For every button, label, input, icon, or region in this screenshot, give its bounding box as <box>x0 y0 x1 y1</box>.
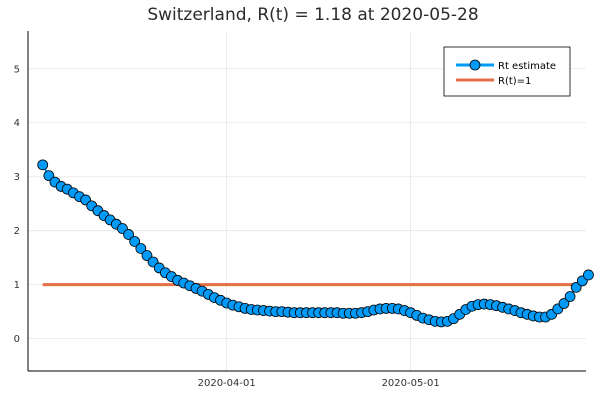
x-tick-label: 2020-05-01 <box>382 378 440 389</box>
chart-title: Switzerland, R(t) = 1.18 at 2020-05-28 <box>147 5 478 25</box>
series-layer <box>37 159 594 328</box>
y-tick-label: 0 <box>14 334 20 345</box>
data-point <box>129 236 141 247</box>
data-point <box>564 291 576 302</box>
legend-ref-label: R(t)=1 <box>498 76 531 87</box>
axes <box>27 31 586 372</box>
data-point <box>583 269 594 281</box>
data-point <box>135 243 147 254</box>
legend-rt-marker <box>469 59 481 71</box>
series-line-rt-estimate <box>41 164 590 323</box>
data-point <box>123 229 134 240</box>
legend-box <box>443 46 571 97</box>
x-tick-label: 2020-04-01 <box>198 378 256 389</box>
data-point <box>558 298 570 309</box>
y-tick-label: 4 <box>14 118 20 129</box>
y-tick-labels: 0 1 2 3 4 5 <box>14 64 20 345</box>
y-tick-label: 3 <box>14 172 20 183</box>
legend: Rt estimate R(t)=1 <box>443 46 571 97</box>
legend-rt-label: Rt estimate <box>498 61 556 72</box>
y-tick-label: 2 <box>14 226 20 237</box>
y-tick-label: 1 <box>14 280 20 291</box>
data-point <box>37 159 49 171</box>
x-tick-labels: 2020-04-01 2020-05-01 <box>198 378 440 389</box>
y-tick-label: 5 <box>14 64 20 75</box>
